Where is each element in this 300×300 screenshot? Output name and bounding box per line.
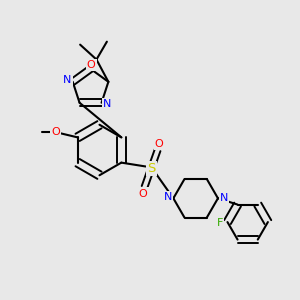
Text: O: O xyxy=(87,60,95,70)
Text: S: S xyxy=(147,162,155,175)
Text: N: N xyxy=(103,99,111,109)
Text: N: N xyxy=(164,192,172,203)
Text: N: N xyxy=(63,75,72,85)
Text: O: O xyxy=(139,188,147,199)
Text: F: F xyxy=(217,218,223,228)
Text: N: N xyxy=(220,193,228,203)
Text: O: O xyxy=(155,139,164,148)
Text: O: O xyxy=(51,127,60,137)
